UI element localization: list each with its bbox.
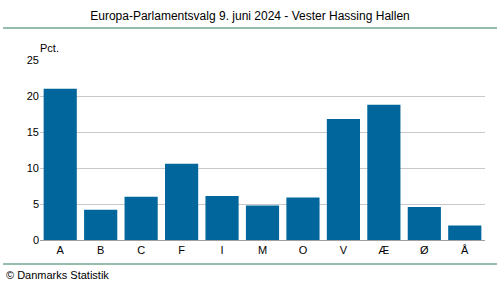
svg-text:I: I: [221, 244, 224, 256]
svg-text:B: B: [97, 244, 104, 256]
svg-text:15: 15: [27, 126, 39, 138]
svg-text:F: F: [178, 244, 185, 256]
svg-text:25: 25: [27, 54, 39, 66]
svg-text:Å: Å: [461, 244, 469, 256]
svg-text:O: O: [299, 244, 308, 256]
svg-text:C: C: [137, 244, 145, 256]
svg-text:Æ: Æ: [378, 244, 389, 256]
svg-text:© Danmarks Statistik: © Danmarks Statistik: [6, 269, 109, 281]
svg-text:Europa-Parlamentsvalg 9. juni: Europa-Parlamentsvalg 9. juni 2024 - Ves…: [90, 9, 410, 23]
svg-text:0: 0: [33, 234, 39, 246]
svg-text:Ø: Ø: [420, 244, 429, 256]
svg-text:10: 10: [27, 162, 39, 174]
svg-text:20: 20: [27, 90, 39, 102]
svg-text:5: 5: [33, 198, 39, 210]
svg-text:V: V: [340, 244, 348, 256]
svg-text:M: M: [258, 244, 267, 256]
svg-text:Pct.: Pct.: [40, 42, 59, 54]
svg-text:A: A: [57, 244, 65, 256]
